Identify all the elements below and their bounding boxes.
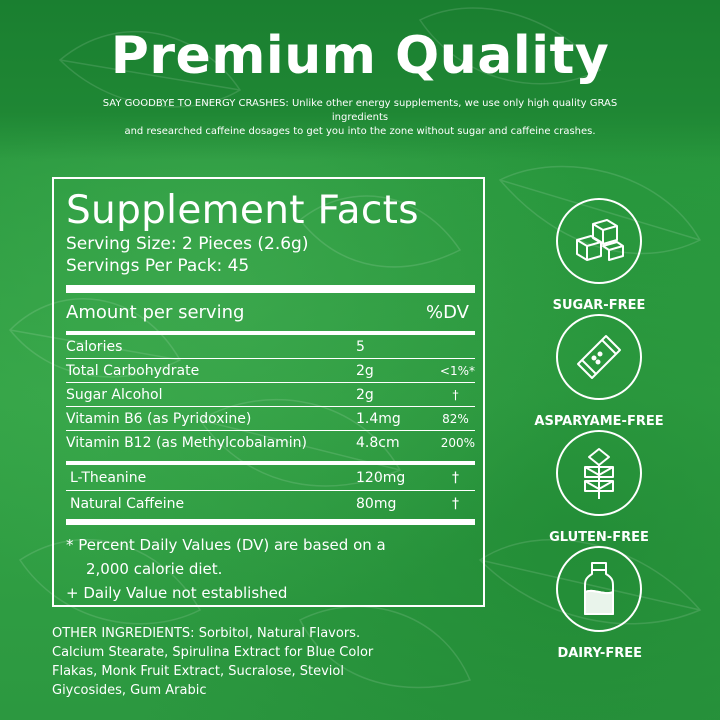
subtitle-line: and researched caffeine dosages to get y… (124, 126, 596, 137)
wheat-icon (584, 448, 614, 499)
nutrient-dv: 82% (442, 411, 469, 426)
badge-label: ASPARYAME-FREE (534, 414, 664, 429)
badge-circle (556, 546, 642, 632)
nutrient-amount: 1.4mg (356, 410, 401, 427)
badge-sugar-free: SUGAR-FREE (553, 198, 645, 314)
badge-label: DAIRY-FREE (557, 646, 642, 661)
servings-per-pack: Servings Per Pack: 45 (66, 256, 250, 276)
other-ingredients: OTHER INGREDIENTS: Sorbitol, Natural Fla… (52, 624, 412, 700)
nutrient-amount: 2g (356, 362, 374, 379)
ingredient-name: L-Theanine (70, 469, 147, 486)
subtitle-line: SAY GOODBYE TO ENERGY CRASHES: Unlike ot… (102, 98, 618, 123)
other-ingredients-line: Flakas, Monk Fruit Extract, Sucralose, S… (52, 664, 344, 679)
nutrient-row: Sugar Alcohol 2g † (66, 383, 475, 407)
nutrient-row: Vitamin B12 (as Methylcobalamin) 4.8cm 2… (66, 431, 475, 455)
ingredient-name: Natural Caffeine (70, 496, 185, 512)
badge-aspartame-free: ASPARYAME-FREE (534, 314, 664, 430)
nutrient-dv: † (452, 387, 459, 402)
nutrient-name: Vitamin B6 (as Pyridoxine) (66, 410, 252, 427)
other-ingredients-line: OTHER INGREDIENTS: Sorbitol, Natural Fla… (52, 626, 361, 641)
badge-gluten-free: GLUTEN-FREE (549, 430, 649, 546)
nutrient-amount: 2g (356, 386, 374, 403)
footnote-dv-continued: 2,000 calorie diet. (86, 560, 223, 578)
other-ingredients-line: Calcium Stearate, Spirulina Extract for … (52, 645, 374, 660)
serving-size: Serving Size: 2 Pieces (2.6g) (66, 234, 309, 254)
ingredient-dv: † (452, 496, 459, 512)
nutrient-row: Total Carbohydrate 2g <1%* (66, 359, 475, 383)
ingredient-amount: 80mg (356, 496, 397, 512)
badge-dairy-free: DAIRY-FREE (556, 546, 642, 662)
facts-title: Supplement Facts (66, 188, 419, 233)
page-subtitle: SAY GOODBYE TO ENERGY CRASHES: Unlike ot… (90, 97, 630, 139)
page-title: Premium Quality (110, 26, 610, 86)
ingredient-dv: † (452, 469, 459, 486)
supplement-facts-panel: Supplement Facts Serving Size: 2 Pieces … (52, 177, 485, 607)
badge-label: GLUTEN-FREE (549, 530, 649, 545)
badge-label: SUGAR-FREE (552, 298, 646, 313)
footnote-dv: * Percent Daily Values (DV) are based on… (66, 536, 386, 554)
amount-header-row: Amount per serving %DV (66, 293, 475, 331)
divider-medium (66, 461, 475, 465)
nutrient-name: Sugar Alcohol (66, 386, 163, 403)
sugar-cubes-icon (576, 219, 624, 261)
footnote-not-established: + Daily Value not established (66, 584, 288, 602)
badge-circle (556, 314, 642, 400)
amount-per-serving-label: Amount per serving (66, 301, 245, 323)
divider-thick (66, 285, 475, 293)
milk-bottle-icon (584, 562, 614, 615)
divider-thick (66, 519, 475, 525)
nutrient-dv: 200% (440, 436, 475, 450)
sweetener-packet-icon (577, 335, 621, 379)
footnotes: * Percent Daily Values (DV) are based on… (66, 533, 473, 605)
dv-header: %DV (426, 301, 469, 323)
nutrient-amount: 5 (356, 338, 365, 355)
ingredient-amount: 120mg (356, 469, 406, 486)
nutrient-name: Total Carbohydrate (66, 362, 200, 379)
header-band (0, 0, 720, 160)
nutrient-name: Vitamin B12 (as Methylcobalamin) (66, 435, 308, 451)
nutrient-row: Vitamin B6 (as Pyridoxine) 1.4mg 82% (66, 407, 475, 431)
badge-circle (556, 430, 642, 516)
ingredient-row: L-Theanine 120mg † (66, 465, 475, 491)
ingredient-row: Natural Caffeine 80mg † (66, 491, 475, 517)
nutrient-dv: <1%* (439, 363, 475, 378)
other-ingredients-line: Giycosides, Gum Arabic (52, 683, 207, 698)
nutrient-amount: 4.8cm (356, 435, 400, 451)
badge-circle (556, 198, 642, 284)
nutrient-name: Calories (66, 338, 123, 355)
nutrient-row: Calories 5 (66, 335, 475, 359)
divider-medium (66, 331, 475, 335)
